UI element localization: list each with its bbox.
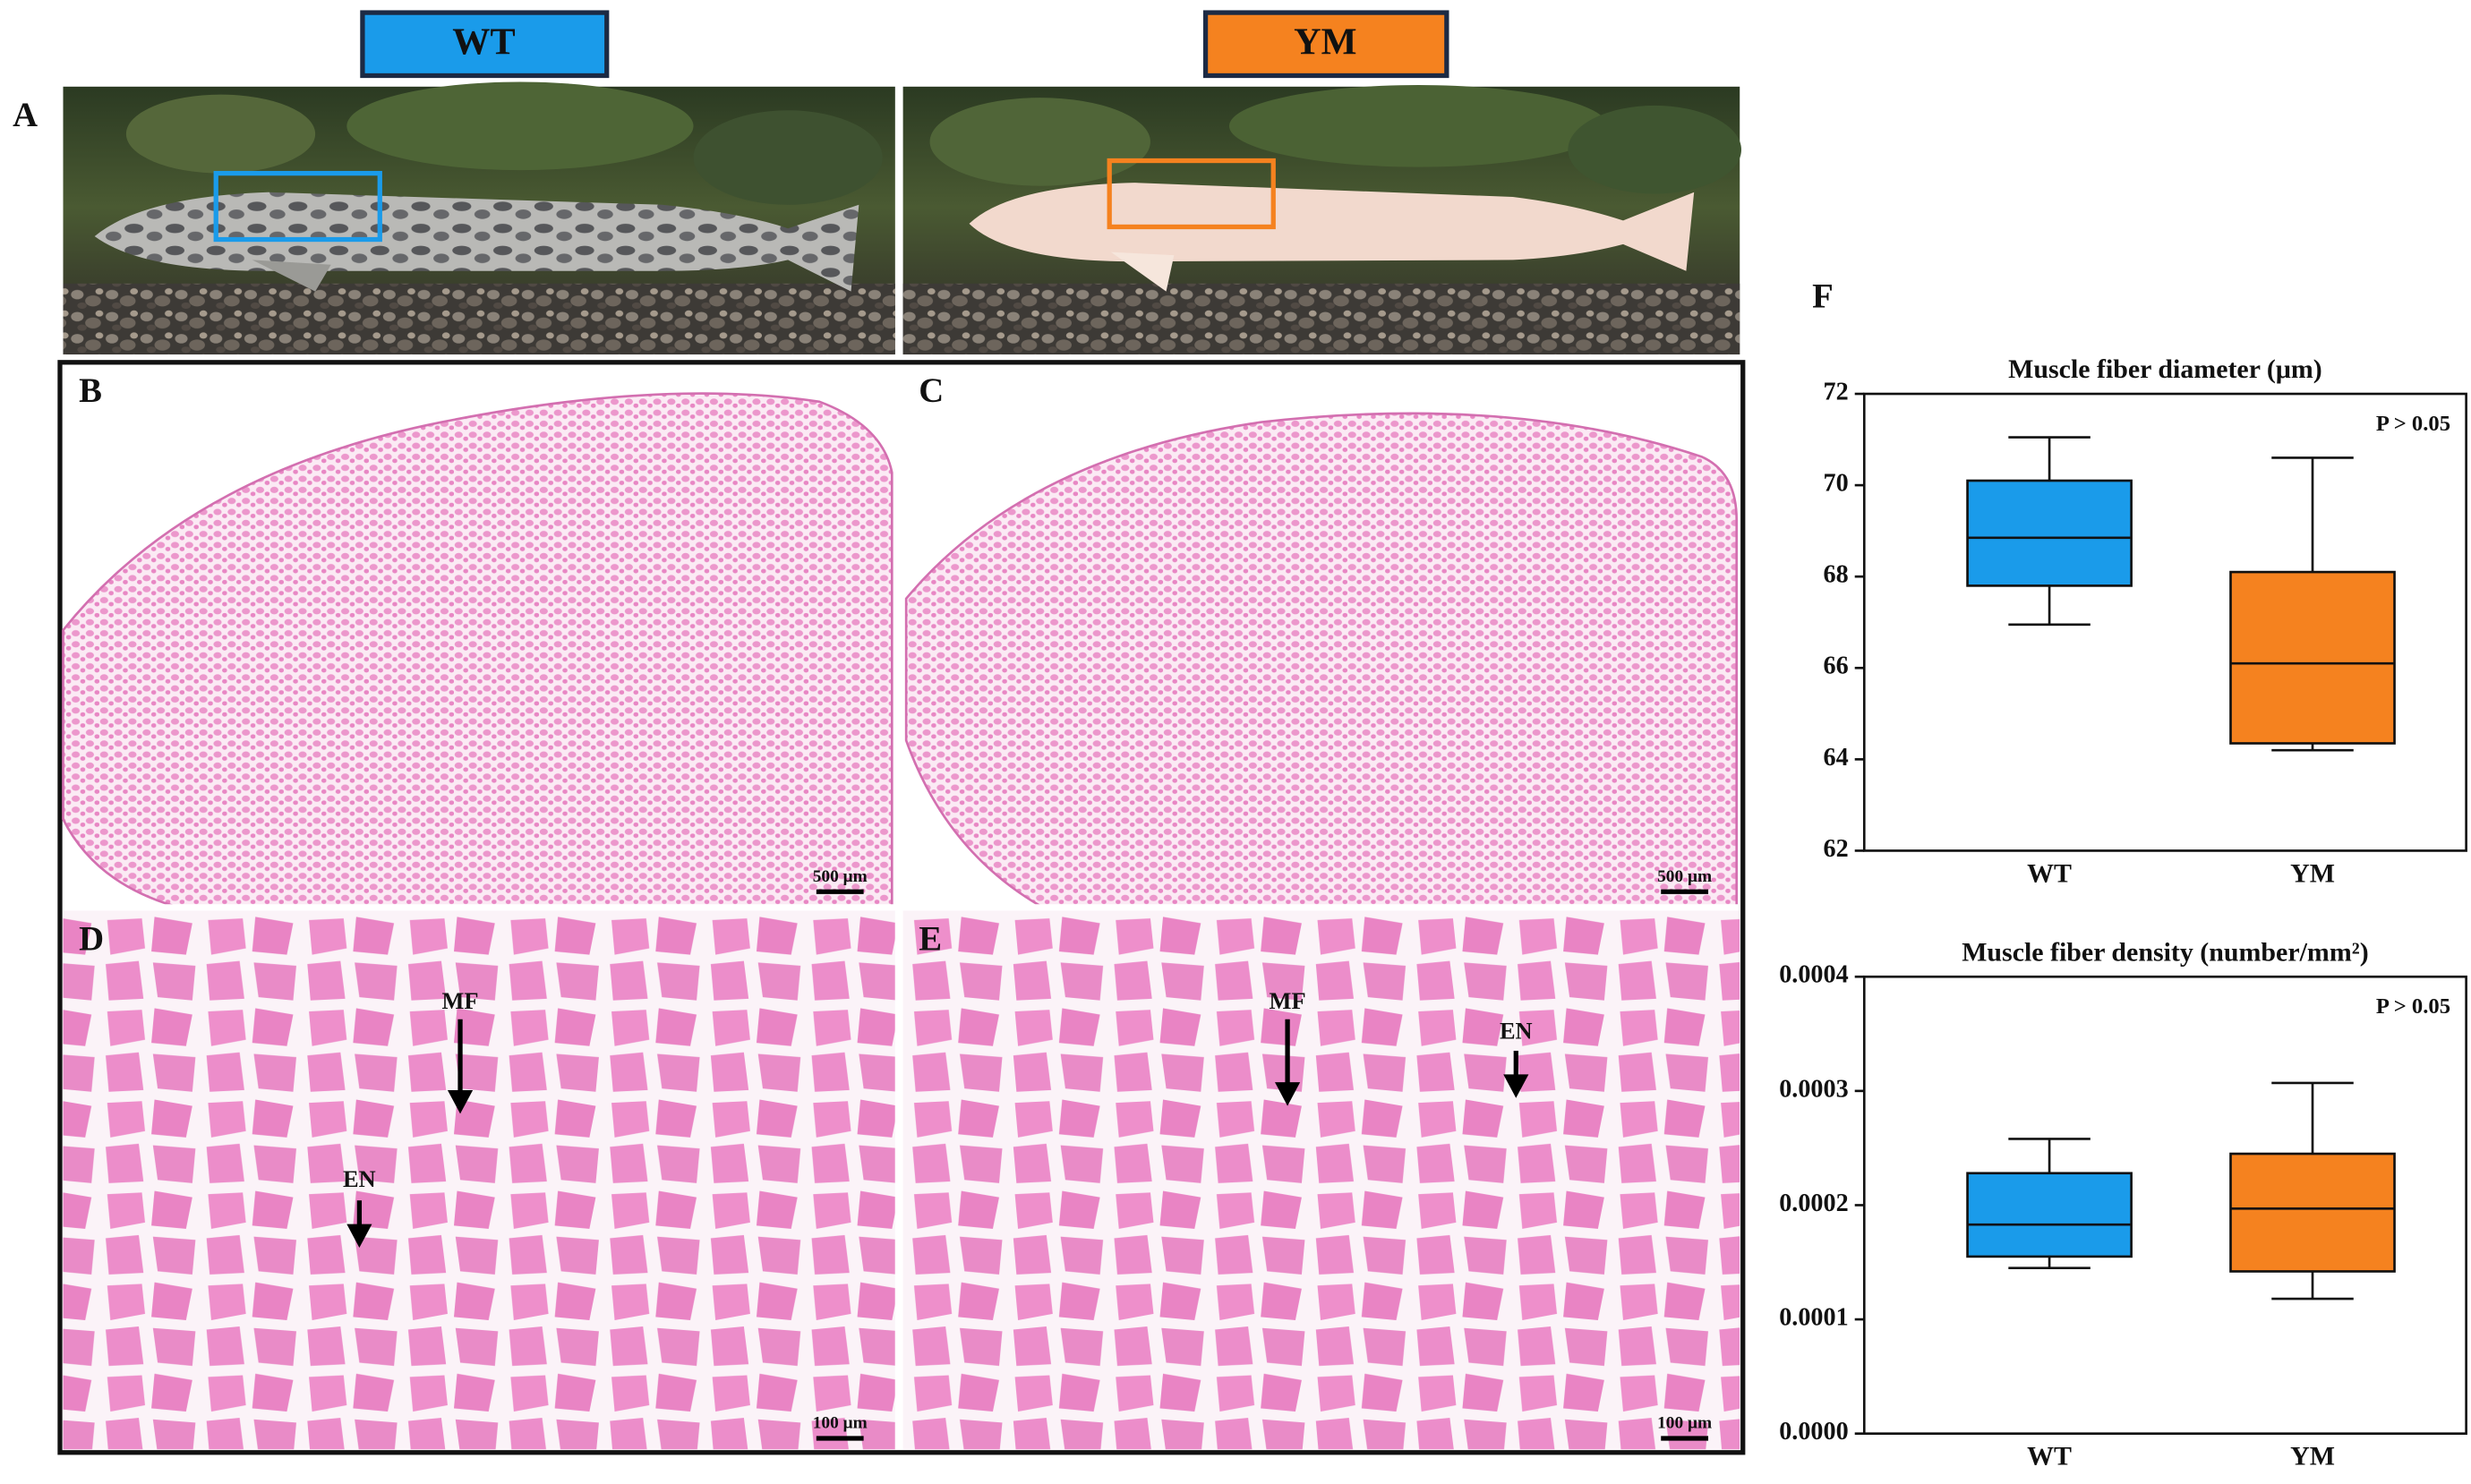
panel-label: A [13,96,38,134]
y-tick-label: 0.0003 [1779,1075,1848,1103]
panel-label: D [79,919,104,958]
x-tick-label: YM [2290,1442,2335,1471]
arrow-label: MF [442,987,479,1014]
y-tick-label: 62 [1824,835,1849,863]
panel-label: C [919,371,944,410]
histology-c [904,412,1739,908]
arrow-label: EN [343,1165,376,1192]
arrow-label: MF [1270,987,1306,1014]
panel-label: F [1812,277,1834,315]
arrow-label: EN [1500,1018,1533,1045]
plot-frame [1862,392,2467,852]
scale-bar-label: 500 μm [813,867,868,886]
box [2229,570,2396,745]
arrows [346,1019,1529,1248]
histology-d [63,910,895,1450]
histology-b [62,392,893,908]
x-tick-label: YM [2290,858,2335,888]
photo-wt [63,81,895,355]
photo-ym [902,85,1741,355]
y-tick-label: 0.0004 [1779,961,1848,989]
chart-title: Muscle fiber density (number/mm²) [1962,937,2368,967]
scale-bar-label: 100 μm [813,1414,868,1433]
histology-e [902,910,1740,1450]
annotation: P > 0.05 [2376,994,2450,1019]
y-tick-label: 70 [1824,470,1849,498]
box [1966,479,2133,587]
x-tick-label: WT [2027,858,2072,888]
group-box [360,10,610,79]
panel-label: B [79,371,102,410]
y-tick-label: 64 [1824,744,1849,772]
y-tick-label: 68 [1824,561,1849,589]
annotation: P > 0.05 [2376,412,2450,436]
y-tick-label: 0.0002 [1779,1190,1848,1217]
group-label: WT [452,21,515,64]
box [2229,1152,2396,1273]
y-tick-label: 72 [1824,378,1849,405]
group-box [1202,10,1449,79]
panel-label: E [919,919,942,958]
y-tick-label: 66 [1824,652,1849,680]
y-tick-label: 0.0000 [1779,1418,1848,1446]
scale-bar-label: 100 μm [1657,1414,1712,1433]
box [1966,1172,2133,1258]
y-tick-label: 0.0001 [1779,1304,1848,1332]
scale-bar-label: 500 μm [1657,867,1712,886]
x-tick-label: WT [2027,1442,2072,1471]
group-label: YM [1294,21,1356,64]
chart-title: Muscle fiber diameter (μm) [2008,354,2322,384]
